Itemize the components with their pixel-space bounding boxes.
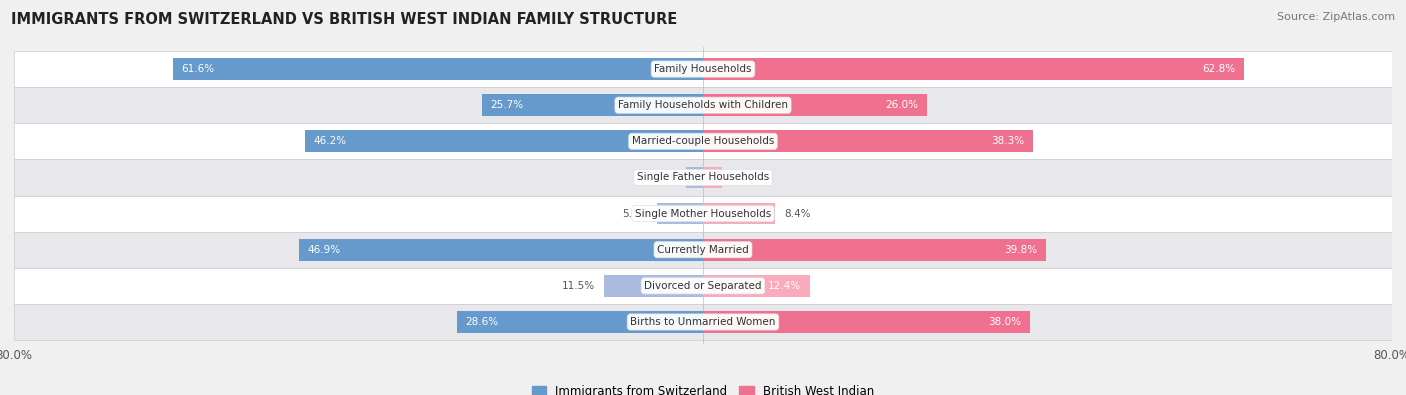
Text: Married-couple Households: Married-couple Households: [631, 136, 775, 146]
Text: 38.0%: 38.0%: [988, 317, 1022, 327]
Text: Divorced or Separated: Divorced or Separated: [644, 281, 762, 291]
Text: Family Households: Family Households: [654, 64, 752, 74]
Bar: [299, 239, 703, 261]
Bar: [173, 58, 703, 80]
Legend: Immigrants from Switzerland, British West Indian: Immigrants from Switzerland, British Wes…: [527, 380, 879, 395]
Text: 39.8%: 39.8%: [1004, 245, 1038, 255]
Text: Family Households with Children: Family Households with Children: [619, 100, 787, 110]
Text: IMMIGRANTS FROM SWITZERLAND VS BRITISH WEST INDIAN FAMILY STRUCTURE: IMMIGRANTS FROM SWITZERLAND VS BRITISH W…: [11, 12, 678, 27]
Text: Source: ZipAtlas.com: Source: ZipAtlas.com: [1277, 12, 1395, 22]
Text: 8.4%: 8.4%: [785, 209, 810, 218]
Text: 2.2%: 2.2%: [731, 173, 756, 182]
Bar: [703, 239, 1046, 261]
Text: 46.2%: 46.2%: [314, 136, 347, 146]
Bar: [703, 275, 810, 297]
Text: Single Mother Households: Single Mother Households: [636, 209, 770, 218]
Text: Currently Married: Currently Married: [657, 245, 749, 255]
Text: Single Father Households: Single Father Households: [637, 173, 769, 182]
FancyBboxPatch shape: [14, 160, 1392, 196]
Bar: [703, 58, 1244, 80]
Bar: [305, 130, 703, 152]
Text: 25.7%: 25.7%: [491, 100, 523, 110]
Text: 26.0%: 26.0%: [886, 100, 918, 110]
FancyBboxPatch shape: [14, 51, 1392, 87]
Text: 12.4%: 12.4%: [768, 281, 801, 291]
FancyBboxPatch shape: [14, 268, 1392, 304]
FancyBboxPatch shape: [14, 196, 1392, 231]
Bar: [703, 130, 1033, 152]
FancyBboxPatch shape: [14, 87, 1392, 123]
Text: 61.6%: 61.6%: [181, 64, 214, 74]
Text: 5.3%: 5.3%: [623, 209, 648, 218]
Bar: [703, 203, 775, 224]
Bar: [703, 311, 1031, 333]
Bar: [703, 167, 721, 188]
Bar: [482, 94, 703, 116]
Text: 11.5%: 11.5%: [562, 281, 595, 291]
Text: 28.6%: 28.6%: [465, 317, 499, 327]
Bar: [686, 167, 703, 188]
Bar: [703, 94, 927, 116]
FancyBboxPatch shape: [14, 123, 1392, 160]
Bar: [658, 203, 703, 224]
Text: 62.8%: 62.8%: [1202, 64, 1236, 74]
FancyBboxPatch shape: [14, 231, 1392, 268]
Bar: [605, 275, 703, 297]
Text: 38.3%: 38.3%: [991, 136, 1024, 146]
FancyBboxPatch shape: [14, 304, 1392, 340]
Bar: [457, 311, 703, 333]
Text: 46.9%: 46.9%: [308, 245, 340, 255]
Text: 2.0%: 2.0%: [651, 173, 678, 182]
Text: Births to Unmarried Women: Births to Unmarried Women: [630, 317, 776, 327]
